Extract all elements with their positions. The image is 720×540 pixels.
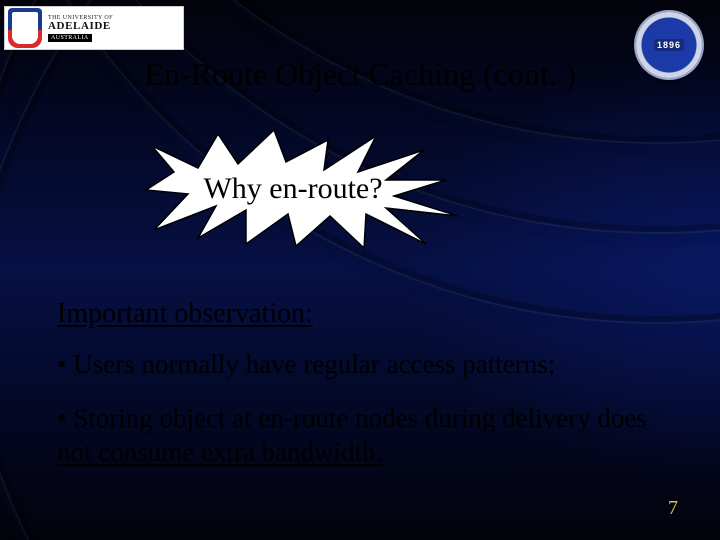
slide: THE UNIVERSITY OF ADELAIDE AUSTRALIA 189…: [0, 0, 720, 540]
bullet-marker: •: [57, 349, 66, 379]
page-number: 7: [668, 497, 678, 520]
university-logo-left: THE UNIVERSITY OF ADELAIDE AUSTRALIA: [4, 6, 184, 50]
bullet-text-underlined: not consume extra bandwidth.: [57, 437, 382, 467]
bullet-item: • Users normally have regular access pat…: [57, 348, 670, 382]
uni-line2: ADELAIDE: [48, 21, 113, 32]
uni-line3: AUSTRALIA: [48, 34, 92, 42]
crest-icon: [8, 8, 42, 48]
bullet-item: • Storing object at en-route nodes durin…: [57, 402, 670, 470]
slide-title: En-Route Object Caching (cont. ): [0, 56, 720, 93]
bullet-text: Users normally have regular access patte…: [73, 349, 555, 379]
seal-year: 1896: [654, 39, 684, 51]
callout-burst: Why en-route?: [128, 128, 458, 248]
bullet-marker: •: [57, 403, 66, 433]
burst-label: Why en-route?: [128, 172, 458, 206]
bullet-text-pre: Storing object at en-route nodes during …: [73, 403, 647, 433]
observation-heading: Important observation:: [57, 298, 313, 330]
university-text: THE UNIVERSITY OF ADELAIDE AUSTRALIA: [48, 15, 113, 42]
